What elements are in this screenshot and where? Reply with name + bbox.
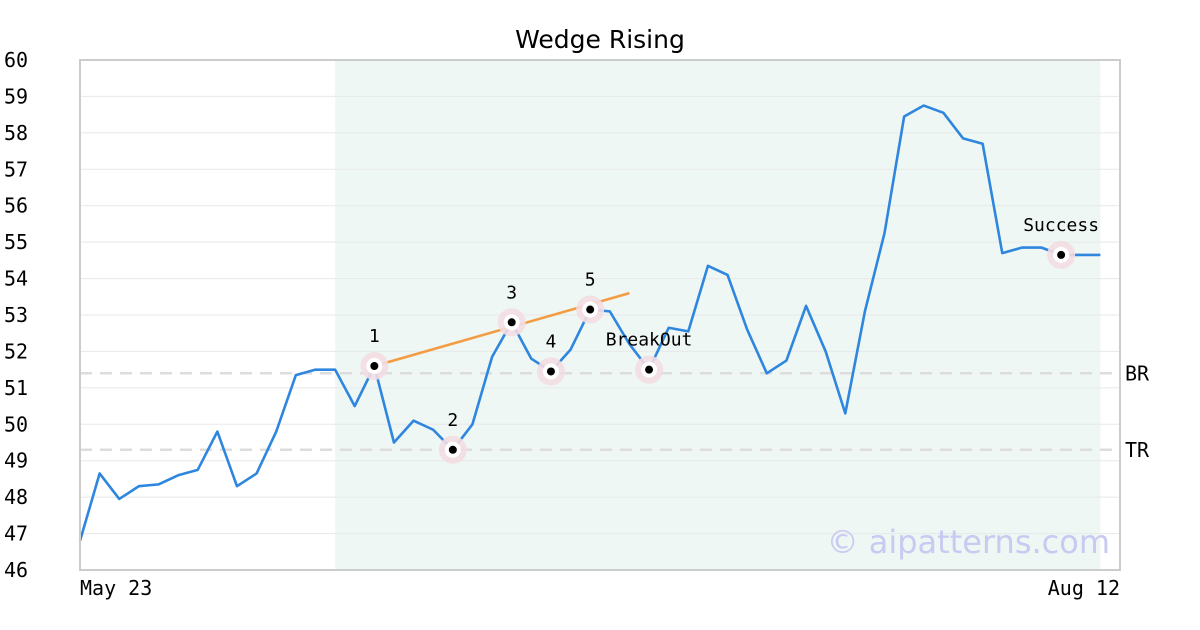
reference-lines: BR TR [80, 361, 1150, 462]
y-tick-label: 57 [4, 157, 28, 181]
x-tick-label: May 23 [80, 576, 152, 600]
marker-dot [546, 367, 555, 376]
watermark: © aipatterns.com [827, 523, 1110, 561]
reference-line-label: BR [1125, 361, 1150, 385]
marker-dot [645, 365, 654, 374]
chart-title: Wedge Rising [515, 25, 685, 54]
y-tick-label: 55 [4, 230, 28, 254]
annotation-label: 4 [546, 331, 557, 352]
annotation-label: 3 [506, 282, 517, 303]
reference-line-label: TR [1125, 438, 1150, 462]
y-tick-label: 56 [4, 194, 28, 218]
y-tick-label: 52 [4, 339, 28, 363]
annotation-label: 2 [447, 410, 458, 431]
y-tick-label: 50 [4, 412, 28, 436]
x-axis-ticks: May 23 Aug 12 [80, 576, 1120, 600]
annotation-label: Success [1023, 215, 1099, 236]
y-tick-label: 60 [4, 48, 28, 72]
marker-dot [370, 362, 379, 370]
pattern-markers: 1 2 3 4 5 BreakOut Success [360, 215, 1099, 464]
marker-dot [507, 318, 516, 327]
x-tick-label: Aug 12 [1048, 576, 1120, 600]
y-tick-label: 54 [4, 267, 28, 291]
y-tick-label: 46 [4, 558, 28, 582]
y-axis-ticks: 46 47 48 49 50 51 52 53 54 55 56 57 58 59 60 [4, 48, 28, 582]
y-tick-label: 59 [4, 84, 28, 108]
marker-dot [586, 305, 595, 314]
y-tick-label: 47 [4, 522, 28, 546]
y-tick-label: 48 [4, 485, 28, 509]
y-tick-label: 49 [4, 449, 28, 473]
annotation-label: 5 [585, 270, 596, 291]
annotation-label: 1 [369, 326, 380, 347]
y-tick-label: 58 [4, 121, 28, 145]
marker-dot [448, 445, 457, 454]
plot-frame [79, 59, 1121, 571]
y-tick-label: 53 [4, 303, 28, 327]
annotation-label: BreakOut [606, 330, 693, 351]
marker-dot [1057, 250, 1066, 259]
y-tick-label: 51 [4, 376, 28, 400]
